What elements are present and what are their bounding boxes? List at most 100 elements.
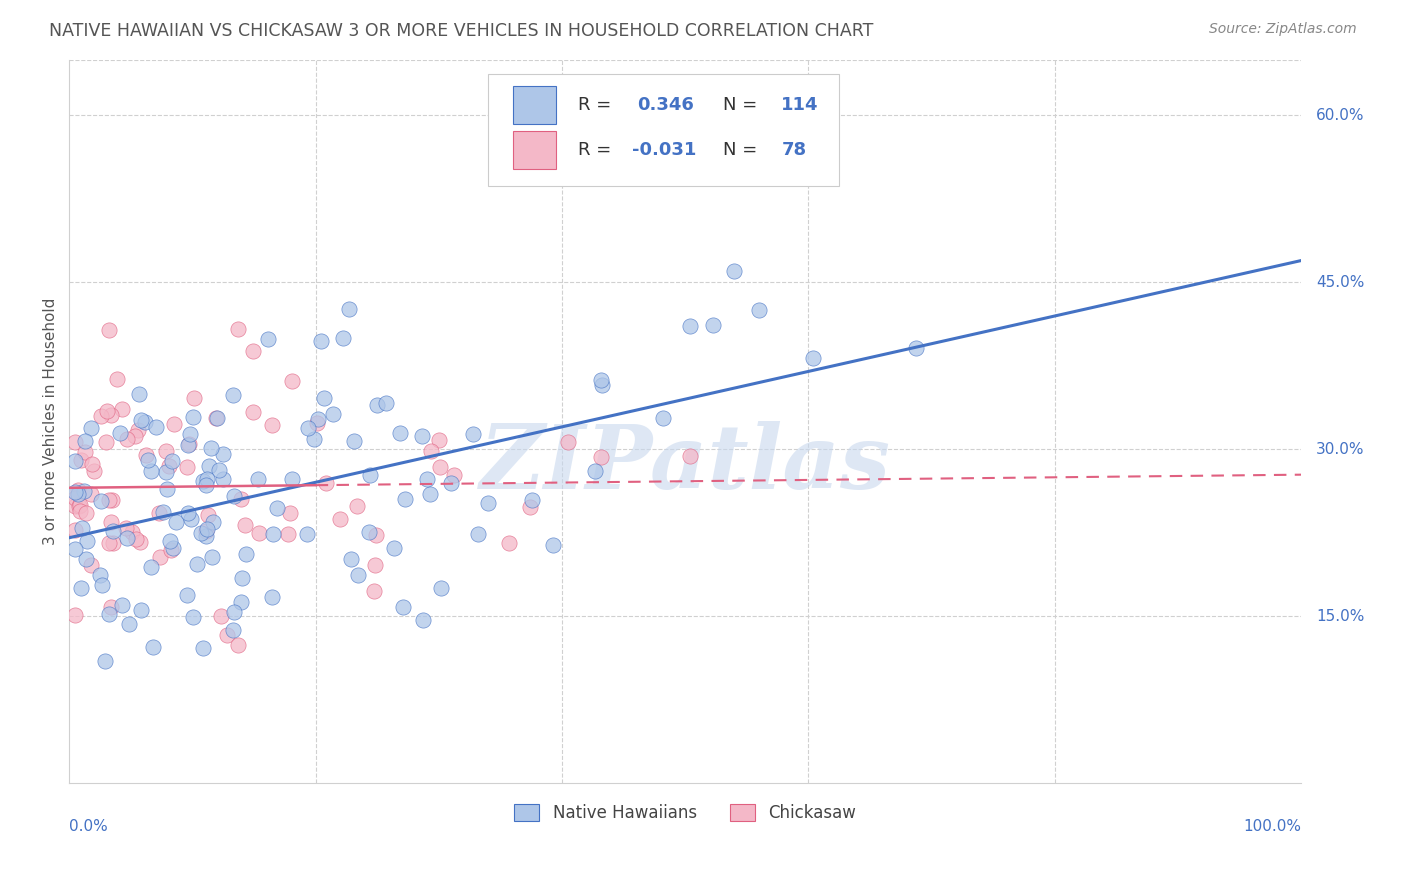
Point: [181, 410, 204, 425]
Point: [191, 640, 214, 655]
Point: [155, 465, 177, 479]
Point: [226, 322, 249, 336]
Point: [332, 331, 354, 345]
Point: [75, 506, 97, 520]
Text: 30.0%: 30.0%: [1316, 442, 1365, 457]
Point: [115, 521, 138, 535]
Point: [148, 506, 170, 520]
Point: [177, 438, 200, 452]
Point: [347, 567, 370, 582]
Point: [411, 428, 433, 442]
Point: [118, 617, 141, 632]
Point: [141, 464, 163, 478]
Point: [430, 581, 453, 595]
Point: [557, 434, 579, 449]
Point: [90, 494, 112, 508]
Point: [69, 498, 91, 512]
Point: [222, 624, 245, 638]
Text: Source: ZipAtlas.com: Source: ZipAtlas.com: [1209, 22, 1357, 37]
Point: [278, 506, 301, 520]
Point: [198, 458, 221, 473]
Point: [461, 427, 484, 442]
Point: [111, 401, 134, 416]
Point: [65, 500, 87, 514]
Point: [65, 435, 87, 450]
Point: [415, 472, 437, 486]
Point: [127, 423, 149, 437]
Point: [90, 409, 112, 423]
Text: 45.0%: 45.0%: [1316, 275, 1364, 290]
Point: [440, 475, 463, 490]
Point: [262, 527, 284, 541]
Point: [96, 404, 118, 418]
Point: [75, 434, 97, 448]
Point: [67, 487, 90, 501]
Point: [69, 503, 91, 517]
Point: [163, 417, 186, 432]
Text: 15.0%: 15.0%: [1316, 608, 1364, 624]
Point: [176, 460, 198, 475]
Point: [382, 541, 405, 556]
Point: [591, 373, 613, 387]
Point: [65, 542, 87, 557]
Point: [305, 417, 328, 431]
Point: [65, 524, 87, 538]
Point: [307, 412, 329, 426]
Point: [702, 318, 724, 332]
Point: [280, 374, 302, 388]
Point: [748, 302, 770, 317]
Point: [128, 534, 150, 549]
Point: [195, 478, 218, 492]
Text: 100.0%: 100.0%: [1243, 819, 1302, 834]
Point: [65, 454, 87, 468]
Point: [651, 411, 673, 425]
Point: [105, 372, 128, 386]
Point: [904, 341, 927, 355]
Point: [266, 500, 288, 515]
Point: [477, 496, 499, 510]
Point: [177, 506, 200, 520]
Point: [100, 599, 122, 614]
Point: [125, 532, 148, 546]
Point: [101, 535, 124, 549]
Point: [242, 405, 264, 419]
Point: [591, 450, 613, 465]
Point: [152, 505, 174, 519]
Point: [217, 628, 239, 642]
Text: R =: R =: [578, 96, 617, 114]
Point: [343, 434, 366, 448]
Point: [359, 467, 381, 482]
Point: [67, 499, 90, 513]
Point: [247, 525, 270, 540]
Point: [519, 500, 541, 514]
Point: [520, 493, 543, 508]
Point: [388, 425, 411, 440]
Point: [186, 557, 208, 571]
Point: [139, 560, 162, 574]
Point: [80, 421, 103, 435]
Point: [156, 483, 179, 497]
Text: N =: N =: [724, 96, 763, 114]
Point: [65, 485, 87, 500]
Point: [155, 444, 177, 458]
Point: [340, 551, 363, 566]
Point: [100, 409, 122, 423]
Point: [195, 522, 218, 536]
Point: [73, 445, 96, 459]
Point: [801, 351, 824, 365]
Point: [195, 472, 218, 486]
Point: [129, 413, 152, 427]
Point: [128, 386, 150, 401]
Point: [75, 551, 97, 566]
Point: [312, 392, 335, 406]
Point: [157, 458, 180, 473]
Point: [277, 527, 299, 541]
Point: [394, 491, 416, 506]
Point: [212, 472, 235, 486]
Point: [311, 334, 333, 348]
Point: [222, 605, 245, 619]
Point: [67, 483, 90, 497]
Point: [229, 595, 252, 609]
Point: [498, 536, 520, 550]
Point: [98, 607, 121, 621]
